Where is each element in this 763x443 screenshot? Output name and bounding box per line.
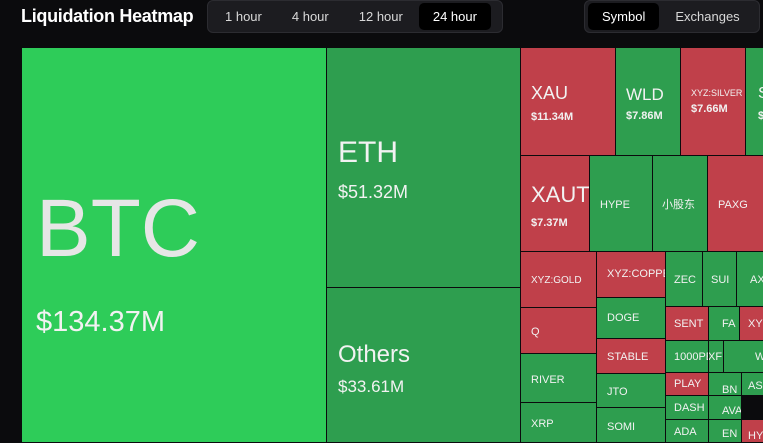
tile-amount: $33.61M <box>338 377 405 396</box>
tile-symbol: AX <box>750 274 763 286</box>
tile-symbol: Q <box>531 326 540 338</box>
heatmap-tile[interactable]: XRP <box>520 402 597 443</box>
heatmap-tile[interactable]: XF <box>708 340 724 373</box>
tile-amount: $7.37M <box>531 217 568 229</box>
heatmap-tile[interactable]: FA <box>708 306 740 341</box>
tile-symbol: XYZ:GOLD <box>531 275 582 286</box>
tile-symbol: WLD <box>626 85 664 104</box>
mode-symbol[interactable]: Symbol <box>588 3 660 30</box>
view-mode-selector: Symbol Exchanges <box>584 0 760 33</box>
heatmap-tile[interactable]: XY <box>739 306 763 341</box>
page-title: Liquidation Heatmap <box>21 6 194 26</box>
tile-symbol: HYPE <box>600 199 630 211</box>
tile-symbol: XY <box>748 318 763 330</box>
heatmap: BTC $134.37M ETH $51.32M Others $33.61M XAU $11… <box>21 47 763 443</box>
tile-amount: $7.66M <box>691 103 728 115</box>
tile-symbol: W <box>755 352 763 363</box>
tile-symbol: STABLE <box>607 351 649 363</box>
heatmap-tile[interactable]: WLD $7.86M <box>615 47 681 156</box>
tile-symbol: RIVER <box>531 374 565 386</box>
heatmap-tile[interactable]: DASH <box>665 395 709 420</box>
tile-symbol: ZEC <box>674 274 696 286</box>
timeframe-4-hour[interactable]: 4 hour <box>291 9 329 24</box>
heatmap-tile[interactable]: Others $33.61M <box>326 287 521 443</box>
tile-symbol: XAUT <box>531 182 590 207</box>
tile-symbol: XAU <box>531 83 569 103</box>
heatmap-tile[interactable]: JTO <box>596 373 666 408</box>
heatmap-tile[interactable]: STABLE <box>596 338 666 374</box>
tile-amount: $134.37M <box>36 306 165 338</box>
heatmap-tile[interactable]: SENT <box>665 306 709 341</box>
tile-symbol: 小股东 <box>662 199 695 211</box>
heatmap-tile[interactable]: HYPE <box>589 155 653 252</box>
tile-symbol: SUI <box>711 274 730 286</box>
tile-symbol: HY <box>748 430 763 442</box>
heatmap-tile[interactable]: HY <box>741 419 763 443</box>
tile-symbol: SOMI <box>607 421 636 433</box>
heatmap-tile[interactable]: AX <box>736 251 763 307</box>
tile-symbol: Others <box>338 341 411 368</box>
heatmap-tile[interactable]: ZEC <box>665 251 703 307</box>
heatmap-tile[interactable]: XYZ:SILVER $7.66M <box>680 47 746 156</box>
timeframe-24-hour[interactable]: 24 hour <box>418 3 491 30</box>
tile-symbol: XRP <box>531 418 554 430</box>
heatmap-tile[interactable]: 小股东 <box>652 155 708 252</box>
tile-symbol: XF <box>708 351 723 363</box>
timeframe-selector: 1 hour 4 hour 12 hour 24 hour <box>207 0 503 33</box>
heatmap-tile[interactable]: BTC $134.37M <box>21 47 327 443</box>
tile-amount: $51.32M <box>338 182 409 202</box>
tile-symbol: PLAY <box>674 378 702 390</box>
tile-symbol: AS <box>748 380 763 392</box>
heatmap-tile[interactable]: AVA <box>708 395 742 420</box>
heatmap-tile[interactable]: XAUT $7.37M <box>520 155 590 252</box>
heatmap-tile[interactable]: W <box>723 340 763 373</box>
heatmap-tile[interactable]: DOGE <box>596 297 666 339</box>
tile-symbol: 1000PE <box>674 351 708 363</box>
heatmap-tile[interactable]: 1000PE <box>665 340 709 373</box>
tile-amount: $ <box>758 111 763 122</box>
tile-symbol: DASH <box>674 402 705 414</box>
timeframe-12-hour[interactable]: 12 hour <box>358 9 403 24</box>
heatmap-tile[interactable]: ETH $51.32M <box>326 47 521 288</box>
heatmap-tile[interactable]: RIVER <box>520 353 597 403</box>
tile-symbol: ADA <box>674 426 697 438</box>
heatmap-tile[interactable]: BN <box>708 372 742 396</box>
tile-symbol: BTC <box>36 183 200 274</box>
heatmap-tile[interactable]: XAU $11.34M <box>520 47 616 156</box>
tile-symbol: ETH <box>338 136 398 169</box>
heatmap-tile[interactable]: SOMI <box>596 407 666 443</box>
tile-symbol: S <box>758 86 763 102</box>
tile-amount: $11.34M <box>531 111 574 123</box>
heatmap-tile[interactable]: ADA <box>665 419 709 443</box>
heatmap-tile[interactable]: PLAY <box>665 372 709 396</box>
tile-symbol: AVA <box>722 405 742 417</box>
heatmap-tile[interactable]: EN <box>708 419 742 443</box>
tile-symbol: FA <box>722 318 736 330</box>
heatmap-tile[interactable]: PAXG <box>707 155 763 252</box>
tile-symbol: JTO <box>607 386 628 398</box>
heatmap-tile[interactable]: AS <box>741 372 763 396</box>
tile-symbol: BN <box>722 384 738 396</box>
heatmap-tile[interactable]: XYZ:COPPE <box>596 251 666 298</box>
tile-amount: $7.86M <box>626 110 663 122</box>
timeframe-1-hour[interactable]: 1 hour <box>225 9 262 24</box>
tile-symbol: XYZ:COPPE <box>607 268 666 280</box>
tile-symbol: EN <box>722 428 738 440</box>
heatmap-tile[interactable]: SUI <box>702 251 737 307</box>
mode-exchanges[interactable]: Exchanges <box>675 9 740 24</box>
tile-symbol: XYZ:SILVER <box>691 88 743 98</box>
heatmap-tile[interactable]: Q <box>520 307 597 354</box>
heatmap-tile[interactable]: XYZ:GOLD <box>520 251 597 308</box>
tile-symbol: SENT <box>674 318 704 330</box>
tile-symbol: PAXG <box>718 199 748 211</box>
tile-symbol: DOGE <box>607 312 640 324</box>
heatmap-tile[interactable]: S$ <box>745 47 763 156</box>
